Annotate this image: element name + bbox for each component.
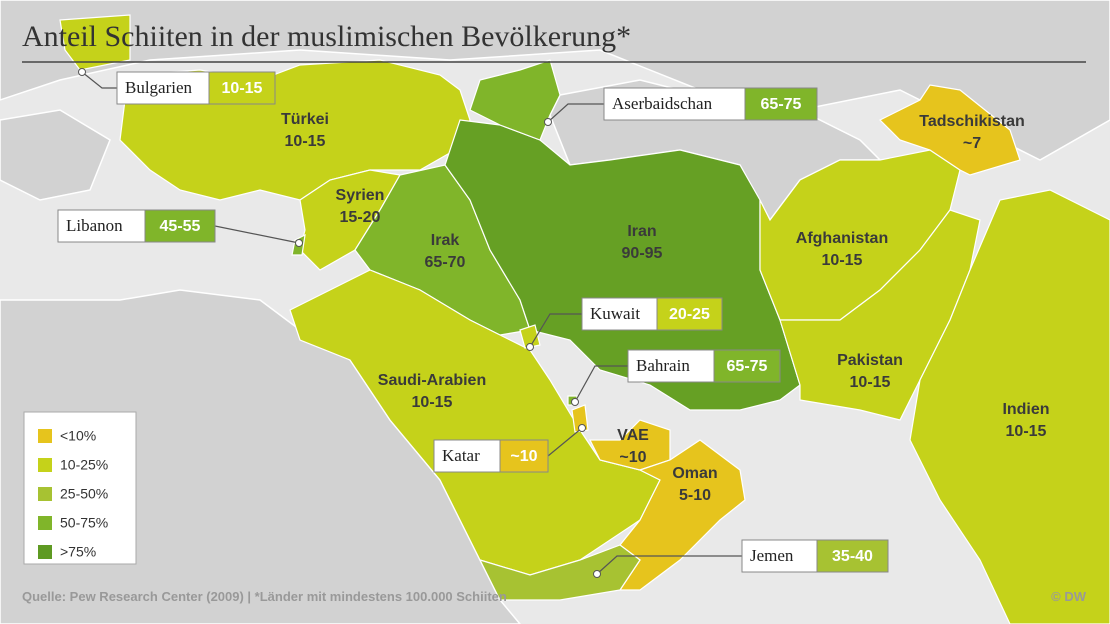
legend-label: <10%: [60, 428, 96, 444]
legend-swatch: [38, 545, 52, 559]
region-value: ~10: [510, 448, 537, 465]
region-name: Katar: [442, 446, 480, 465]
region-value: 15-20: [340, 209, 381, 226]
callout-box: [116, 71, 210, 105]
region-name: Jemen: [750, 546, 794, 565]
callout-value-box: [713, 349, 781, 383]
region-name: Afghanistan: [796, 230, 888, 247]
region: [878, 84, 1021, 176]
region-value: 10-15: [822, 252, 863, 269]
region-value: ~7: [963, 135, 981, 152]
region: [618, 439, 746, 591]
region-name: Aserbaidschan: [612, 94, 713, 113]
legend-swatch: [38, 429, 52, 443]
region-name: Irak: [431, 232, 460, 249]
leader-dot: [526, 343, 534, 351]
legend-swatch: [38, 487, 52, 501]
region-name: Oman: [672, 465, 717, 482]
region-value: 45-55: [160, 218, 201, 235]
callout-value-box: [499, 439, 549, 473]
leader-dot: [295, 239, 303, 247]
callout-value-box: [744, 87, 818, 121]
legend-label: 50-75%: [60, 515, 108, 531]
region: [478, 544, 641, 601]
region-value: 65-75: [727, 358, 768, 375]
leader-line: [529, 313, 582, 348]
region: [59, 14, 131, 71]
region-name: Iran: [627, 223, 656, 240]
region-name: Bahrain: [636, 356, 690, 375]
legend: <10% 10-25% 25-50% 50-75% >75%: [38, 428, 108, 560]
region-name: Indien: [1002, 401, 1049, 418]
region: [909, 189, 1110, 624]
callout-box: [581, 297, 658, 331]
region-name: Pakistan: [837, 352, 903, 369]
leader-dot: [544, 118, 552, 126]
callout-box: [741, 539, 818, 573]
region-value: 90-95: [622, 245, 663, 262]
legend-label: 10-25%: [60, 457, 108, 473]
callout-value-box: [144, 209, 216, 243]
region-value: 10-15: [222, 80, 263, 97]
legend-swatch: [38, 516, 52, 530]
region-value: 65-70: [425, 254, 466, 271]
leader-dot: [578, 424, 586, 432]
legend-swatch: [38, 458, 52, 472]
region: [469, 59, 561, 141]
region-value: 10-15: [285, 133, 326, 150]
region-name: Syrien: [336, 187, 385, 204]
region-value: 10-15: [1006, 423, 1047, 440]
region-value: 20-25: [669, 306, 710, 323]
leader-dot: [78, 68, 86, 76]
legend-label: 25-50%: [60, 486, 108, 502]
leader-dot: [571, 398, 579, 406]
callout-box: [627, 349, 715, 383]
region-name: Tadschikistan: [919, 113, 1025, 130]
leader-line: [596, 555, 742, 575]
region-value: 65-75: [761, 96, 802, 113]
region-value: ~10: [619, 449, 646, 466]
leader-line: [547, 103, 604, 123]
region-name: Türkei: [281, 111, 329, 128]
leader-dot: [593, 570, 601, 578]
region-name: Saudi-Arabien: [378, 372, 486, 389]
callout-box: [603, 87, 746, 121]
credit: © DW: [1051, 589, 1087, 604]
region-value: 10-15: [412, 394, 453, 411]
labels: Türkei 10-15 Syrien 15-20 Irak 65-70 Iran 90-95…: [57, 68, 1050, 578]
region: [519, 324, 541, 349]
region-name: Bulgarien: [125, 78, 193, 97]
callout-value-box: [656, 297, 723, 331]
leader-line: [574, 365, 628, 403]
callout-box: [57, 209, 146, 243]
region-value: 35-40: [832, 548, 873, 565]
region-name: Libanon: [66, 216, 123, 235]
source: Quelle: Pew Research Center (2009) | *Lä…: [22, 589, 507, 604]
region: [444, 119, 801, 411]
region-name: Kuwait: [590, 304, 640, 323]
title: Anteil Schiiten in der muslimischen Bevö…: [22, 20, 631, 53]
legend-label: >75%: [60, 544, 96, 560]
region-value: 10-15: [850, 374, 891, 391]
leader-line: [81, 71, 117, 89]
region: [589, 419, 671, 471]
callout-value-box: [816, 539, 889, 573]
region-value: 5-10: [679, 487, 711, 504]
callout-value-box: [208, 71, 276, 105]
region-name: VAE: [617, 427, 649, 444]
regions: [59, 14, 1110, 624]
